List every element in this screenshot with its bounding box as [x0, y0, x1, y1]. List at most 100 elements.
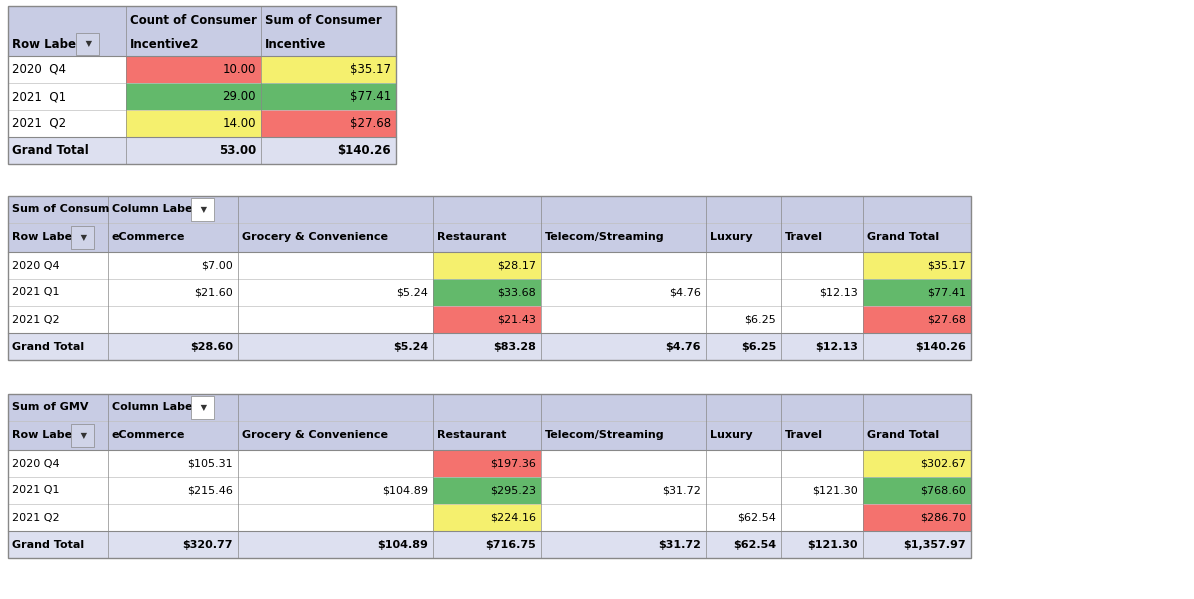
Bar [8, 196, 971, 223]
Text: Grand Total: Grand Total [12, 341, 84, 352]
Text: $12.13: $12.13 [816, 341, 858, 352]
Text: Grand Total: Grand Total [867, 431, 940, 440]
Text: 2021 Q1: 2021 Q1 [12, 288, 60, 298]
Text: $768.60: $768.60 [921, 486, 966, 495]
Bar [433, 450, 541, 477]
Text: $12.13: $12.13 [819, 288, 858, 298]
Bar [8, 421, 971, 450]
Bar [8, 110, 127, 137]
Bar [8, 137, 396, 164]
Text: 14.00: 14.00 [222, 117, 256, 130]
Text: $4.76: $4.76 [669, 288, 701, 298]
Bar [8, 6, 396, 56]
Text: $121.30: $121.30 [807, 540, 858, 549]
Bar [863, 450, 971, 477]
Text: 2021 Q2: 2021 Q2 [12, 314, 60, 325]
Text: Column Labels: Column Labels [112, 204, 203, 214]
Text: Telecom/Streaming: Telecom/Streaming [544, 431, 665, 440]
Text: $21.43: $21.43 [497, 314, 536, 325]
Text: $716.75: $716.75 [485, 540, 536, 549]
Text: $7.00: $7.00 [202, 261, 233, 271]
Bar [433, 279, 541, 306]
Text: $33.68: $33.68 [497, 288, 536, 298]
Text: 29.00: 29.00 [222, 90, 256, 103]
Text: $4.76: $4.76 [665, 341, 701, 352]
Bar [8, 279, 971, 306]
Text: $295.23: $295.23 [490, 486, 536, 495]
Text: $105.31: $105.31 [187, 458, 233, 468]
Text: 10.00: 10.00 [222, 63, 256, 76]
Text: 2021 Q1: 2021 Q1 [12, 486, 60, 495]
Bar [863, 252, 971, 279]
Bar [8, 6, 396, 164]
Text: 2020 Q4: 2020 Q4 [12, 261, 60, 271]
Text: $104.89: $104.89 [377, 540, 427, 549]
Bar [8, 56, 127, 83]
Bar [863, 477, 971, 504]
Text: 2021  Q1: 2021 Q1 [12, 90, 66, 103]
Text: Luxury: Luxury [710, 431, 752, 440]
Text: $215.46: $215.46 [187, 486, 233, 495]
Text: Sum of Consum: Sum of Consum [12, 204, 110, 214]
Bar [127, 110, 261, 137]
Bar [433, 306, 541, 333]
Text: $31.72: $31.72 [663, 486, 701, 495]
Text: $5.24: $5.24 [393, 341, 427, 352]
Text: $5.24: $5.24 [396, 288, 427, 298]
Text: $35.17: $35.17 [928, 261, 966, 271]
Text: $121.30: $121.30 [812, 486, 858, 495]
Bar [433, 477, 541, 504]
Text: Grocery & Convenience: Grocery & Convenience [242, 431, 388, 440]
Text: ▼: ▼ [198, 205, 207, 214]
Text: Grand Total: Grand Total [867, 232, 940, 243]
Text: $1,357.97: $1,357.97 [904, 540, 966, 549]
Bar [433, 252, 541, 279]
Text: Travel: Travel [784, 232, 823, 243]
Text: $62.54: $62.54 [737, 513, 776, 522]
Text: $27.68: $27.68 [350, 117, 390, 130]
Text: Column Labels: Column Labels [112, 403, 203, 413]
Text: $197.36: $197.36 [490, 458, 536, 468]
Bar [8, 504, 971, 531]
Text: Travel: Travel [784, 431, 823, 440]
Text: Grand Total: Grand Total [12, 540, 84, 549]
Text: Grand Total: Grand Total [12, 144, 88, 157]
Bar [8, 252, 971, 279]
Text: eCommerce: eCommerce [112, 431, 185, 440]
Text: ▼: ▼ [78, 431, 87, 440]
Bar [8, 333, 971, 360]
Text: 2020  Q4: 2020 Q4 [12, 63, 66, 76]
Bar [8, 394, 971, 421]
Bar [863, 504, 971, 531]
Text: Restaurant: Restaurant [437, 232, 506, 243]
Text: Incentive: Incentive [265, 38, 326, 50]
Text: $6.25: $6.25 [740, 341, 776, 352]
Bar [8, 223, 971, 252]
Text: ▼: ▼ [198, 403, 207, 412]
Text: Sum of GMV: Sum of GMV [12, 403, 88, 413]
Text: 2021  Q2: 2021 Q2 [12, 117, 66, 130]
Bar [433, 504, 541, 531]
Text: Row Labels: Row Labels [12, 431, 82, 440]
Text: $6.25: $6.25 [744, 314, 776, 325]
Text: $28.17: $28.17 [497, 261, 536, 271]
Text: $21.60: $21.60 [195, 288, 233, 298]
Bar [8, 477, 971, 504]
Text: $27.68: $27.68 [927, 314, 966, 325]
Bar [863, 306, 971, 333]
Text: $140.26: $140.26 [915, 341, 966, 352]
Bar [8, 394, 971, 558]
Bar [127, 83, 261, 110]
Text: eCommerce: eCommerce [112, 232, 185, 243]
Text: $62.54: $62.54 [733, 540, 776, 549]
Text: $77.41: $77.41 [927, 288, 966, 298]
Bar [261, 83, 396, 110]
Text: ▼: ▼ [78, 233, 87, 242]
Text: Luxury: Luxury [710, 232, 752, 243]
Text: $31.72: $31.72 [658, 540, 701, 549]
Text: $224.16: $224.16 [490, 513, 536, 522]
Bar [8, 83, 127, 110]
Text: Incentive2: Incentive2 [130, 38, 199, 50]
Text: $83.28: $83.28 [493, 341, 536, 352]
Text: ▼: ▼ [84, 40, 92, 49]
